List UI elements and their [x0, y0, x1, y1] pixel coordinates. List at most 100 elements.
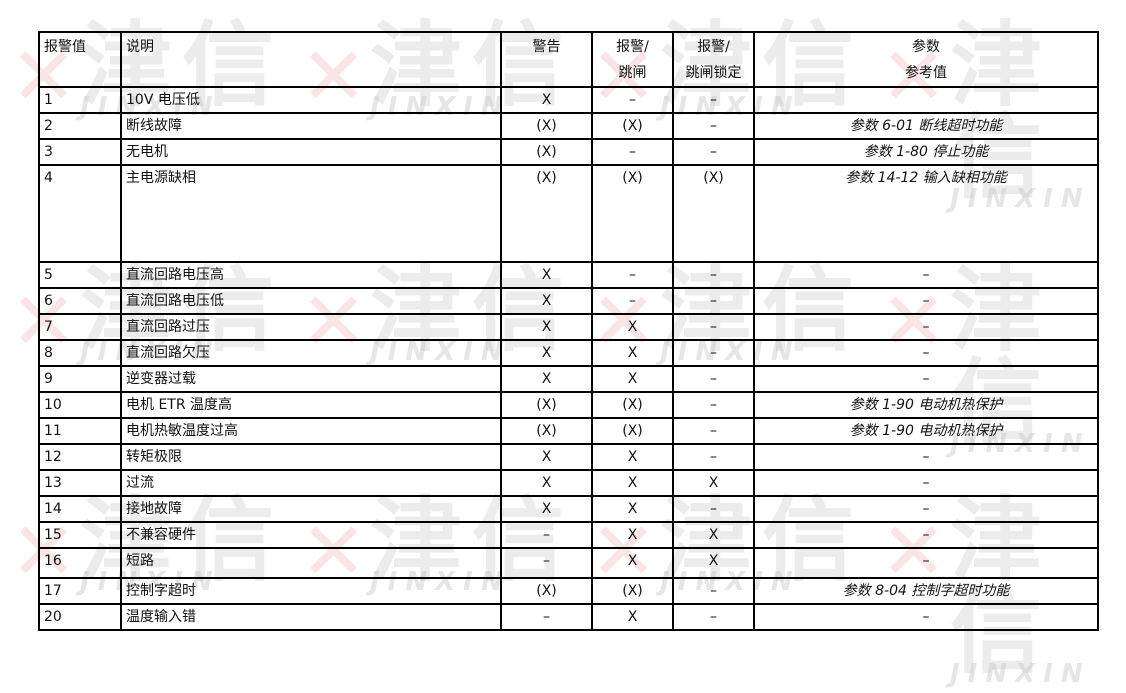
cell-code: 6 [38, 287, 122, 315]
cell-lock: X [672, 521, 755, 549]
table-row: 17 控制字超时 (X) (X) – 参数 8-04 控制字超时功能 [38, 577, 1099, 605]
table-row: 14 接地故障 X X – – [38, 495, 1099, 523]
cell-param: 参数 1-90 电动机热保护 [753, 417, 1099, 445]
cell-lock: – [672, 86, 755, 114]
cell-warning: (X) [500, 417, 593, 445]
header-text: 跳闸锁定 [685, 65, 742, 81]
cell-code: 14 [38, 495, 122, 523]
cell-trip: (X) [591, 577, 674, 605]
table-row: 1 10V 电压低 X – – [38, 86, 1099, 114]
cell-warning: – [500, 521, 593, 549]
header-text: 报警/ [616, 39, 649, 55]
cell-code: 10 [38, 391, 122, 419]
cell-lock: – [672, 417, 755, 445]
cell-warning: X [500, 287, 593, 315]
alarm-table: 报警值 说明 警告 报警/跳闸 报警/跳闸锁定 参数 参考值 1 10V 电压低 X –… [38, 31, 1099, 631]
cell-param [753, 86, 1099, 114]
cell-warning: (X) [500, 112, 593, 140]
cell-lock: – [672, 391, 755, 419]
table-row: 10 电机 ETR 温度高 (X) (X) – 参数 1-90 电动机热保护 [38, 391, 1099, 419]
cell-param: – [753, 469, 1099, 497]
table-row: 15 不兼容硬件 – X X – [38, 521, 1099, 549]
header-alarm-trip: 报警/跳闸 [591, 31, 674, 88]
cell-trip: X [591, 547, 674, 579]
cell-warning: X [500, 261, 593, 289]
cell-param: – [753, 603, 1099, 631]
cell-warning: X [500, 469, 593, 497]
table-row: 3 无电机 (X) – – 参数 1-80 停止功能 [38, 138, 1099, 166]
cell-desc: 转矩极限 [120, 443, 502, 471]
table-row: 9 逆变器过载 X X – – [38, 365, 1099, 393]
header-text: 参数 [912, 39, 940, 55]
cell-lock: – [672, 603, 755, 631]
table-row: 12 转矩极限 X X – – [38, 443, 1099, 471]
cell-trip: X [591, 443, 674, 471]
cell-lock: – [672, 495, 755, 523]
table-row: 20 温度输入错 – X – – [38, 603, 1099, 631]
table-header-row: 报警值 说明 警告 报警/跳闸 报警/跳闸锁定 参数 参考值 [38, 31, 1099, 88]
cell-lock: X [672, 469, 755, 497]
cell-code: 16 [38, 547, 122, 579]
cell-desc: 无电机 [120, 138, 502, 166]
cell-desc: 电机热敏温度过高 [120, 417, 502, 445]
cell-param: 参数 8-04 控制字超时功能 [753, 577, 1099, 605]
cell-warning: X [500, 365, 593, 393]
cell-desc: 直流回路电压高 [120, 261, 502, 289]
cell-lock: – [672, 443, 755, 471]
cell-trip: (X) [591, 417, 674, 445]
cell-code: 15 [38, 521, 122, 549]
cell-lock: – [672, 313, 755, 341]
cell-warning: (X) [500, 577, 593, 605]
cell-code: 3 [38, 138, 122, 166]
cell-code: 4 [38, 164, 122, 263]
cell-param: – [753, 287, 1099, 315]
table-row: 4 主电源缺相 (X) (X) (X) 参数 14-12 输入缺相功能 [38, 164, 1099, 263]
cell-code: 12 [38, 443, 122, 471]
cell-desc: 过流 [120, 469, 502, 497]
cell-desc: 10V 电压低 [120, 86, 502, 114]
cell-trip: X [591, 469, 674, 497]
cell-code: 13 [38, 469, 122, 497]
header-alarm-value: 报警值 [38, 31, 122, 88]
cell-desc: 直流回路欠压 [120, 339, 502, 367]
header-text: 跳闸 [618, 65, 647, 81]
table-row: 6 直流回路电压低 X – – – [38, 287, 1099, 315]
cell-desc: 电机 ETR 温度高 [120, 391, 502, 419]
table-row: 8 直流回路欠压 X X – – [38, 339, 1099, 367]
cell-trip: – [591, 86, 674, 114]
table-row: 5 直流回路电压高 X – – – [38, 261, 1099, 289]
cell-desc: 控制字超时 [120, 577, 502, 605]
cell-param: – [753, 495, 1099, 523]
cell-warning: (X) [500, 138, 593, 166]
cell-param: – [753, 339, 1099, 367]
cell-param: – [753, 521, 1099, 549]
table-row: 16 短路 – X X – [38, 547, 1099, 579]
cell-desc: 温度输入错 [120, 603, 502, 631]
cell-lock: – [672, 138, 755, 166]
cell-trip: X [591, 365, 674, 393]
cell-warning: (X) [500, 164, 593, 263]
cell-param: 参数 1-80 停止功能 [753, 138, 1099, 166]
cell-warning: X [500, 86, 593, 114]
cell-trip: – [591, 138, 674, 166]
cell-lock: (X) [672, 164, 755, 263]
cell-code: 17 [38, 577, 122, 605]
cell-code: 9 [38, 365, 122, 393]
watermark-en: JINXIN [950, 659, 1091, 689]
cell-desc: 不兼容硬件 [120, 521, 502, 549]
cell-param: 参数 1-90 电动机热保护 [753, 391, 1099, 419]
cell-code: 5 [38, 261, 122, 289]
cell-lock: – [672, 287, 755, 315]
header-warning: 警告 [500, 31, 593, 88]
cell-lock: – [672, 261, 755, 289]
cell-code: 8 [38, 339, 122, 367]
cell-trip: X [591, 313, 674, 341]
cell-desc: 逆变器过载 [120, 365, 502, 393]
cell-code: 2 [38, 112, 122, 140]
cell-param: – [753, 261, 1099, 289]
header-text: 报警/ [697, 39, 730, 55]
cell-warning: – [500, 603, 593, 631]
cell-param: – [753, 547, 1099, 579]
cell-code: 7 [38, 313, 122, 341]
cell-lock: – [672, 577, 755, 605]
